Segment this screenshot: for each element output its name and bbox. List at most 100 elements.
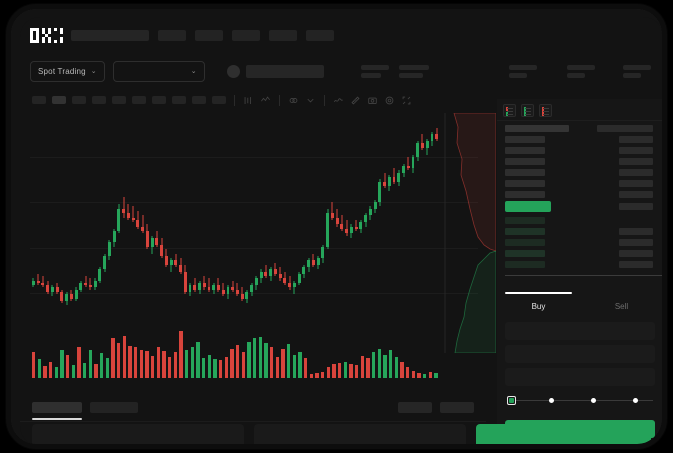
order-book-bid-row[interactable]	[497, 259, 662, 270]
okx-logo[interactable]	[30, 27, 63, 43]
candle	[392, 113, 396, 318]
compare-icon[interactable]	[288, 95, 299, 106]
asks-only-icon[interactable]	[539, 104, 552, 117]
orders-action-0[interactable]	[398, 402, 432, 413]
volume-bar	[49, 361, 53, 378]
bids-only-icon[interactable]	[521, 104, 534, 117]
okx-trading-app: Spot Trading ⌄ ⌄	[20, 17, 662, 444]
slider-step-75[interactable]	[633, 398, 638, 403]
candle	[122, 113, 126, 318]
timeframe-button-2[interactable]	[72, 96, 86, 104]
footer-card-0[interactable]	[32, 424, 244, 444]
ask-amount-cell	[619, 147, 653, 154]
top-navigation-bar	[20, 17, 662, 53]
candle	[421, 113, 424, 318]
volume-bar	[230, 348, 234, 378]
nav-item-2[interactable]	[232, 29, 260, 41]
order-book-ask-row[interactable]	[497, 145, 662, 156]
tab-order-history[interactable]	[90, 402, 138, 413]
fullscreen-icon[interactable]	[401, 95, 412, 106]
candle	[340, 113, 344, 318]
volume-bar	[128, 346, 132, 378]
candle	[131, 113, 135, 318]
slider-step-25[interactable]	[549, 398, 554, 403]
order-book-ask-row[interactable]	[497, 167, 662, 178]
chart-panel[interactable]	[20, 113, 486, 398]
market-stats-group	[361, 64, 662, 78]
tablet-device-frame: Spot Trading ⌄ ⌄	[6, 4, 667, 449]
nav-item-3[interactable]	[269, 29, 297, 41]
timeframe-button-7[interactable]	[172, 96, 186, 104]
order-book-ask-row[interactable]	[497, 178, 662, 189]
slider-handle[interactable]	[507, 396, 516, 405]
volume-bar	[179, 331, 183, 378]
order-book-bid-row[interactable]	[497, 226, 662, 237]
nav-item-4[interactable]	[306, 29, 334, 41]
ruler-icon[interactable]	[350, 95, 361, 106]
order-book-bid-row[interactable]	[497, 248, 662, 259]
orders-action-1[interactable]	[440, 402, 474, 413]
order-amount-field[interactable]	[505, 345, 655, 363]
order-total-field[interactable]	[505, 368, 655, 386]
order-book-panel[interactable]	[497, 99, 662, 295]
global-search-input[interactable]	[71, 29, 149, 41]
timeframe-button-6[interactable]	[152, 96, 166, 104]
candle	[354, 113, 358, 318]
candle	[254, 113, 258, 318]
market-type-selector[interactable]: Spot Trading ⌄	[30, 60, 105, 82]
camera-icon[interactable]	[367, 95, 378, 106]
volume-bar	[292, 354, 296, 378]
volume-bar	[400, 361, 404, 378]
ask-price-cell	[505, 136, 545, 143]
volume-chart[interactable]	[20, 323, 486, 378]
tab-open-orders[interactable]	[32, 402, 82, 413]
orders-divider	[20, 421, 486, 422]
candle	[150, 113, 154, 318]
candlestick-icon[interactable]	[243, 95, 254, 106]
ask-amount-cell	[619, 180, 653, 187]
settings-icon[interactable]	[384, 95, 395, 106]
candle	[302, 113, 306, 318]
tab-buy[interactable]: Buy	[497, 292, 580, 317]
timeframe-button-3[interactable]	[92, 96, 106, 104]
tab-sell[interactable]: Sell	[580, 295, 662, 317]
slider-step-50[interactable]	[591, 398, 596, 403]
ask-amount-cell	[619, 158, 653, 165]
timeframe-button-1[interactable]	[52, 96, 66, 104]
candle	[278, 113, 282, 318]
slider-track	[510, 400, 653, 401]
market-stat-4	[623, 64, 651, 78]
timeframe-button-4[interactable]	[112, 96, 126, 104]
amount-percentage-slider[interactable]	[507, 396, 653, 406]
chart-gridline	[30, 293, 478, 295]
order-book-bid-row[interactable]	[497, 237, 662, 248]
order-book-bid-row[interactable]	[497, 215, 662, 226]
order-book-rows[interactable]	[497, 123, 662, 276]
candlestick-chart[interactable]	[20, 113, 486, 318]
footer-action-button[interactable]	[476, 424, 651, 444]
buy-sell-tabs: Buy Sell	[497, 292, 662, 317]
timeframe-button-0[interactable]	[32, 96, 46, 104]
volume-bar	[37, 359, 41, 378]
order-book-last-price-row[interactable]	[497, 200, 662, 215]
order-book-ask-row[interactable]	[497, 156, 662, 167]
timeframe-button-5[interactable]	[132, 96, 146, 104]
bid-price-cell	[505, 250, 545, 257]
chevron-down-icon[interactable]	[305, 95, 316, 106]
both-depth-icon[interactable]	[503, 104, 516, 117]
footer-card-1[interactable]	[254, 424, 466, 444]
order-book-ask-row[interactable]	[497, 134, 662, 145]
order-book-ask-row[interactable]	[497, 123, 662, 134]
nav-item-1[interactable]	[195, 29, 223, 41]
indicators-icon[interactable]	[260, 95, 271, 106]
candle	[221, 113, 225, 318]
volume-bar	[168, 356, 172, 378]
line-style-icon[interactable]	[333, 95, 344, 106]
trading-pair-selector[interactable]: ⌄	[112, 60, 205, 82]
order-price-field[interactable]	[505, 322, 655, 340]
timeframe-button-9[interactable]	[212, 96, 226, 104]
nav-item-0[interactable]	[158, 29, 186, 41]
order-book-ask-row[interactable]	[497, 189, 662, 200]
timeframe-button-8[interactable]	[192, 96, 206, 104]
volume-bar	[321, 372, 325, 378]
